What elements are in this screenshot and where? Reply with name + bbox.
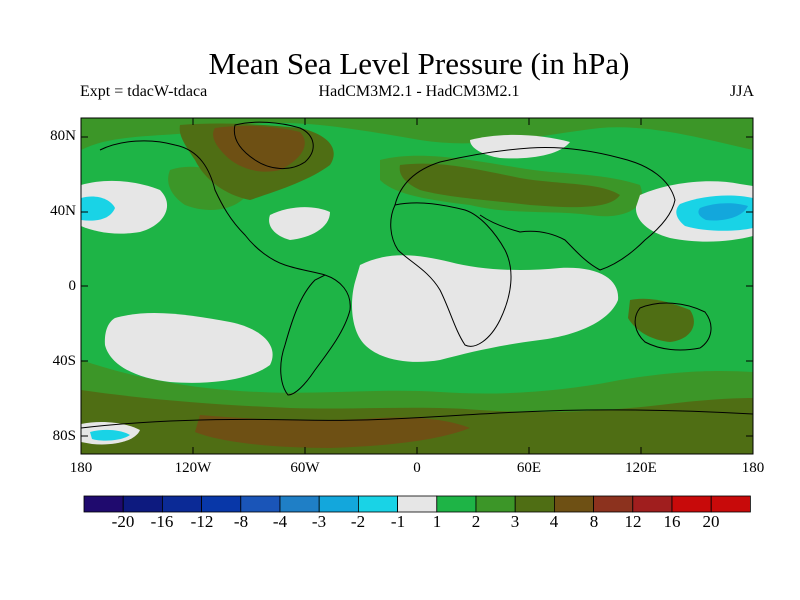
- coast-eurasia: [394, 147, 676, 271]
- colorbar-label: 16: [663, 512, 681, 531]
- lon-label-60e: 60E: [516, 460, 542, 476]
- colorbar-box-15: [632, 495, 673, 513]
- colorbar-box-3: [161, 495, 202, 513]
- colorbar-box-6: [279, 495, 320, 513]
- colorbar-label: -8: [233, 512, 249, 531]
- lon-label-0: 0: [413, 460, 421, 476]
- field-australia-strong: [628, 298, 694, 342]
- coast-south-america: [280, 274, 351, 396]
- colorbar-label: 20: [702, 512, 720, 531]
- field-negative-west: [81, 196, 115, 221]
- coast-africa: [390, 202, 512, 347]
- colorbar-label: -16: [150, 512, 174, 531]
- colorbar-label: -4: [272, 512, 288, 531]
- lon-label-120e: 120E: [625, 460, 657, 476]
- coast-antarctica: [81, 409, 753, 429]
- field-north-pacific-zero-west: [81, 180, 168, 234]
- colorbar-label: 3: [510, 512, 520, 531]
- field-antarctic-max: [195, 415, 470, 448]
- colorbar-box-11: [475, 495, 516, 513]
- colorbar-label: -1: [390, 512, 406, 531]
- coastlines: [81, 121, 753, 429]
- coast-australia: [634, 302, 712, 351]
- experiment-label: Expt = tdacW-tdaca: [80, 83, 208, 100]
- colorbar-box-12: [514, 495, 555, 513]
- colorbar-box-9: [397, 495, 438, 513]
- lat-label-40s: 40S: [52, 353, 76, 369]
- colorbar-label: -12: [190, 512, 214, 531]
- lon-label-180e: 180: [741, 460, 765, 476]
- field-south-atlantic-zero: [352, 255, 619, 362]
- coast-north-america: [99, 140, 326, 276]
- colorbar-box-5: [240, 495, 281, 513]
- map-title: Mean Sea Level Pressure (in hPa): [208, 46, 630, 81]
- season-label: JJA: [729, 83, 754, 100]
- field-south-pacific-zero: [104, 313, 273, 383]
- colorbar-box-10: [436, 495, 477, 513]
- field-eurasia-strong: [399, 163, 620, 208]
- colorbar-box-14: [593, 495, 634, 513]
- lat-label-80s: 80S: [52, 428, 76, 444]
- lat-label-80n: 80N: [50, 128, 76, 144]
- field-north-atlantic-zero: [269, 207, 330, 240]
- map-field: [81, 118, 753, 454]
- colorbar-label: 1: [432, 512, 442, 531]
- field-greenland-max: [213, 125, 305, 172]
- field-arctic-band: [81, 118, 753, 150]
- field-siberia-zero: [470, 134, 570, 159]
- colorbar-box-16: [671, 495, 712, 513]
- lon-label-120w: 120W: [174, 460, 212, 476]
- model-label: HadCM3M2.1 - HadCM3M2.1: [318, 83, 520, 100]
- colorbar-box-4: [201, 495, 242, 513]
- colorbar-box-2: [122, 495, 163, 513]
- field-negative-east-core: [698, 203, 748, 221]
- colorbar-label: 8: [589, 512, 599, 531]
- colorbar-box-13: [554, 495, 595, 513]
- colorbar-label: 2: [471, 512, 481, 531]
- lon-label-180w: 180: [69, 460, 93, 476]
- colorbar-box-17: [710, 495, 751, 513]
- lat-ticks: [81, 136, 753, 437]
- colorbar-box-1: [83, 495, 124, 513]
- colorbar-label: -2: [350, 512, 366, 531]
- coast-greenland: [233, 121, 314, 169]
- colorbar-label: -3: [311, 512, 327, 531]
- lat-label-0: 0: [68, 278, 77, 294]
- colorbar-box-8: [357, 495, 398, 513]
- colorbar-box-7: [318, 495, 359, 513]
- lon-ticks: [192, 118, 642, 454]
- colorbar: [83, 495, 751, 513]
- lon-label-60w: 60W: [290, 460, 320, 476]
- colorbar-label: 4: [549, 512, 559, 531]
- colorbar-label: -20: [111, 512, 135, 531]
- lat-label-40n: 40N: [50, 203, 76, 219]
- colorbar-label: 12: [624, 512, 642, 531]
- field-negative-antarctic: [90, 429, 130, 441]
